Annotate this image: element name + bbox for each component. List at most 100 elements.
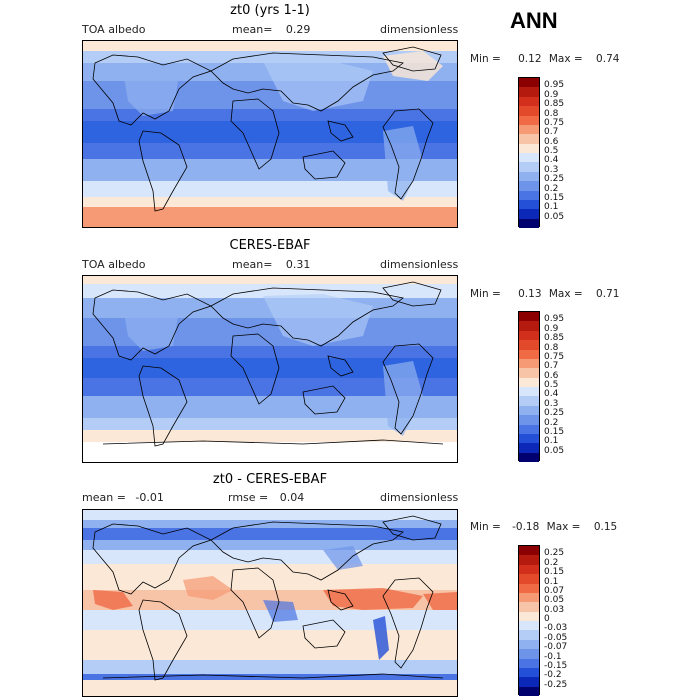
colorbar-label: 0.4 [544,389,559,400]
colorbar-label: 0.9 [544,89,559,100]
colorbar-segment [519,602,539,612]
colorbar-segment [519,199,539,210]
colorbar-label: -0.05 [544,632,568,643]
colorbar-segment [519,340,539,350]
colorbar-label: 0.5 [544,146,559,156]
mean-label: mean= 0.29 [232,23,310,36]
colorbar-label: 0.15 [544,426,565,437]
colorbar-strip [518,545,540,696]
colorbar-segment [519,358,539,369]
colorbar-segment [519,349,539,359]
colorbar-segment [519,181,539,191]
colorbar-label: 0.15 [544,567,565,578]
colorbar-segment [519,611,539,621]
colorbar-labels: 0.25 0.2 0.15 0.1 0.07 0.05 0.03 0 -0.03 -0.05 -0.… [544,545,594,695]
colorbar-segment [519,312,539,322]
map-panel [82,509,458,697]
panel-title: CERES-EBAF [229,238,311,253]
colorbar-label: 0.6 [544,370,559,381]
colorbar-label: -0.07 [544,642,568,653]
variable-label: TOA albedo [82,258,146,271]
max-text: Max = [548,53,583,65]
colorbar-label: 0.15 [544,192,565,203]
colorbar-segment [519,190,539,200]
colorbar-label: 0.8 [544,108,559,119]
colorbar-segment [519,162,539,172]
colorbar-label: 0.5 [544,380,559,390]
colorbar-label: 0.95 [544,314,565,325]
mean-value: 0.29 [285,23,311,36]
colorbar-label: 0.1 [544,576,559,587]
map-field [83,41,457,227]
colorbar-label: 0.03 [544,604,565,615]
colorbar-label: 0.1 [544,436,559,447]
min-value: -0.18 [512,521,540,533]
min-text: Min = [470,288,501,300]
colorbar-label: 0.1 [544,202,559,213]
colorbar-label: 0.3 [544,164,559,175]
colorbar-label: -0.2 [544,670,562,681]
map-panel [82,275,458,463]
colorbar-label: 0.05 [544,595,565,606]
colorbar-label: 0.2 [544,417,559,428]
colorbar-segment [519,396,539,406]
colorbar-label: 0.6 [544,136,559,147]
colorbar-segment [519,405,539,416]
colorbar-segment [519,387,539,397]
min-value: 0.12 [518,53,542,65]
variable-label: TOA albedo [82,23,146,36]
colorbar-label: -0.03 [544,623,568,634]
minmax-readout: Min = 0.12 Max = 0.74 [470,53,619,65]
colorbar-segment [519,321,539,331]
colorbar-label: 0.25 [544,408,565,419]
colorbar-label: 0.05 [544,445,565,456]
colorbar-label: 0.85 [544,333,565,344]
colorbar-segment [519,658,539,668]
colorbar-label: -0.15 [544,660,568,671]
colorbar-labels: 0.95 0.9 0.85 0.8 0.75 0.7 0.6 0.5 0.4 0.3 0.25 0.2… [544,311,594,461]
colorbar-segment [519,124,539,135]
colorbar-segment [519,677,539,687]
colorbar-segment [519,368,539,378]
max-value: 0.74 [596,53,620,65]
colorbar: 0.95 0.9 0.85 0.8 0.75 0.7 0.6 0.5 0.4 0.3 0.25 0.2… [518,311,598,462]
mean-value: 0.31 [285,258,311,271]
colorbar-segment [519,433,539,444]
colorbar-segment [519,78,539,88]
colorbar: 0.25 0.2 0.15 0.1 0.07 0.05 0.03 0 -0.03 -0.05 -0.… [518,545,598,696]
rmse-text: rmse = [228,491,269,504]
colorbar-label: -0.1 [544,651,562,662]
season-label: ANN [510,8,558,33]
colorbar-segment [519,621,539,631]
max-value: 0.71 [596,288,620,300]
colorbar-segment [519,415,539,425]
mean-text: mean = [82,491,126,504]
colorbar-segment [519,330,539,341]
colorbar-label: 0.07 [544,585,565,596]
colorbar-label: 0.95 [544,80,565,91]
colorbar-segment [519,218,539,228]
colorbar-label: 0.75 [544,117,565,128]
colorbar-segment [519,546,539,556]
colorbar-segment [519,424,539,434]
colorbar-label: 0.9 [544,323,559,334]
max-value: 0.15 [593,521,618,533]
colorbar-segment [519,639,539,650]
mean-value: -0.01 [135,491,164,504]
colorbar-label: 0.85 [544,99,565,110]
colorbar-label: 0.2 [544,557,559,568]
colorbar-label: 0.7 [544,361,559,372]
units-label: dimensionless [380,23,459,36]
max-text: Max = [546,521,581,533]
colorbar-label: 0.05 [544,211,565,222]
colorbar-strip [518,77,540,228]
colorbar-segment [519,143,539,153]
panel-title: zt0 - CERES-EBAF [212,472,328,487]
colorbar-label: 0 [544,614,550,624]
units-label: dimensionless [380,258,459,271]
colorbar-segment [519,209,539,219]
mean-text: mean= [232,23,273,36]
colorbar-segment [519,564,539,575]
colorbar-label: 0.4 [544,155,559,166]
minmax-readout: Min = 0.13 Max = 0.71 [470,288,619,300]
